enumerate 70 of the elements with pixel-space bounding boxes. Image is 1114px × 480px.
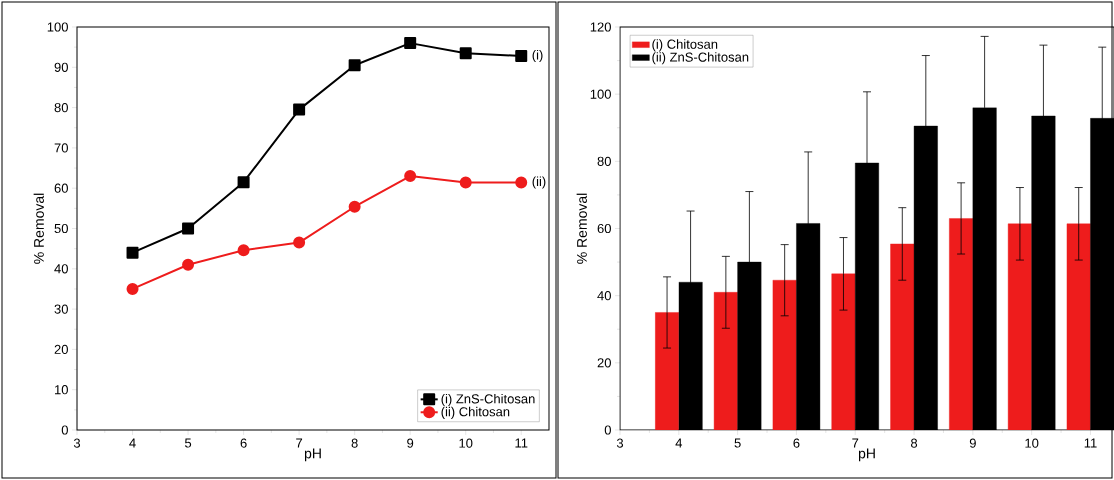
y-tick-label: 10 [55,385,68,395]
x-tick-label: 3 [616,438,624,448]
bar [890,243,915,430]
y-tick-label: 70 [54,143,68,153]
x-tick-label: 9 [969,438,976,448]
x-tick-label: 9 [407,438,414,448]
y-tick-label: 90 [54,62,68,72]
x-tick-label: 5 [734,438,741,448]
x-tick-label: 11 [515,438,528,448]
x-tick-label: 6 [793,438,800,448]
y-tick-label: 60 [54,183,68,193]
y-tick-label: 100 [590,89,611,99]
y-tick-label: 100 [47,22,68,32]
point [293,236,306,249]
point [404,170,417,183]
x-axis-title: pH [304,448,321,462]
point [293,103,306,116]
annotation: (ii) [532,176,546,189]
legend-label: (ii) Chitosan [441,406,510,419]
y-axis-title: % Removal [576,193,587,264]
y-tick-label: 0 [61,425,68,435]
x-tick-label: 3 [73,438,81,448]
legend-label: (i) Chitosan [652,39,718,52]
x-tick-label: 7 [852,438,859,448]
x-tick-label: 7 [296,438,303,448]
x-tick-label: 4 [675,438,683,448]
y-tick-label: 30 [54,304,68,314]
y-tick-label: 50 [54,223,68,234]
point [182,222,195,235]
point [182,258,195,271]
bar [831,273,856,430]
y-tick-label: 20 [597,358,611,368]
y-axis-title: % Removal [33,193,44,264]
bar [772,280,797,430]
point [348,200,361,213]
y-tick-label: 80 [597,156,611,166]
bar [713,292,738,430]
x-axis-title: pH [858,448,875,462]
x-tick-label: 8 [911,438,918,448]
y-tick-label: 0 [604,425,611,435]
point [126,282,139,295]
point [126,246,139,259]
point [237,244,250,257]
y-tick-label: 40 [597,291,611,301]
x-tick-label: 4 [129,438,136,448]
x-tick-label: 6 [240,438,247,448]
point [459,47,472,60]
y-tick-label: 120 [590,22,611,32]
bar [1066,223,1091,430]
legend-label: (i) ZnS-Chitosan [441,393,535,407]
point [515,176,528,189]
x-tick-label: 11 [1084,438,1097,448]
point [348,59,361,72]
legend-label: (ii) ZnS-Chitosan [652,52,749,65]
y-tick-label: 80 [54,102,68,113]
annotation: (i) [532,49,543,63]
bar [655,312,680,430]
x-tick-label: 5 [184,438,192,448]
point [459,176,472,189]
x-tick-label: 10 [459,438,473,448]
bar [949,218,974,430]
x-tick-label: 8 [351,438,358,448]
y-tick-label: 40 [54,264,68,274]
point [515,50,528,63]
y-tick-label: 60 [597,223,611,234]
point [404,37,417,50]
y-tick-label: 20 [54,344,68,354]
point [237,176,250,189]
x-tick-label: 10 [1025,438,1039,448]
bar [1007,223,1032,430]
